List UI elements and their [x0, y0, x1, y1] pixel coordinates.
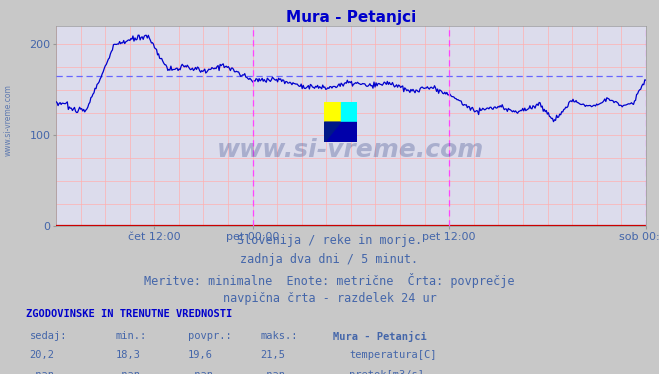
Text: 21,5: 21,5 — [260, 350, 285, 361]
Text: -nan: -nan — [30, 370, 55, 374]
Text: navpična črta - razdelek 24 ur: navpična črta - razdelek 24 ur — [223, 292, 436, 305]
Text: Meritve: minimalne  Enote: metrične  Črta: povprečje: Meritve: minimalne Enote: metrične Črta:… — [144, 273, 515, 288]
Text: temperatura[C]: temperatura[C] — [349, 350, 437, 361]
Text: Mura - Petanjci: Mura - Petanjci — [333, 331, 426, 342]
Text: sedaj:: sedaj: — [30, 331, 67, 341]
Text: maks.:: maks.: — [260, 331, 298, 341]
Text: min.:: min.: — [115, 331, 146, 341]
Text: Slovenija / reke in morje.: Slovenija / reke in morje. — [237, 234, 422, 247]
Text: -nan: -nan — [188, 370, 213, 374]
Text: -nan: -nan — [260, 370, 285, 374]
Text: ZGODOVINSKE IN TRENUTNE VREDNOSTI: ZGODOVINSKE IN TRENUTNE VREDNOSTI — [26, 309, 233, 319]
Text: zadnja dva dni / 5 minut.: zadnja dva dni / 5 minut. — [241, 253, 418, 266]
Title: Mura - Petanjci: Mura - Petanjci — [286, 10, 416, 25]
Text: povpr.:: povpr.: — [188, 331, 231, 341]
Text: www.si-vreme.com: www.si-vreme.com — [217, 138, 484, 162]
Text: -nan: -nan — [115, 370, 140, 374]
Text: 19,6: 19,6 — [188, 350, 213, 361]
Text: 18,3: 18,3 — [115, 350, 140, 361]
Text: pretok[m3/s]: pretok[m3/s] — [349, 370, 424, 374]
Text: www.si-vreme.com: www.si-vreme.com — [3, 84, 13, 156]
Text: 20,2: 20,2 — [30, 350, 55, 361]
